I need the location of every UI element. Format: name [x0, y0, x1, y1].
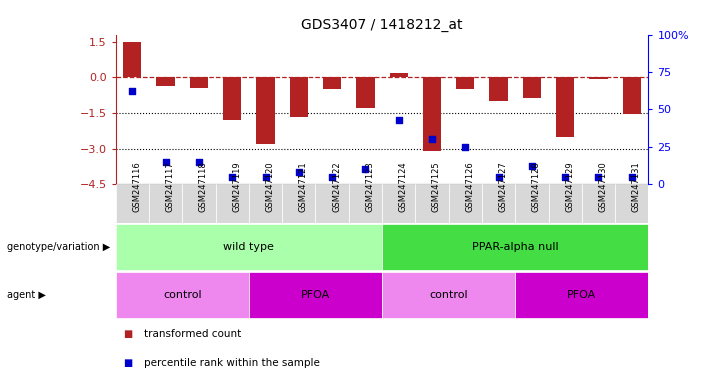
Bar — [590, 77, 608, 79]
Bar — [290, 77, 308, 117]
Point — [593, 174, 604, 180]
Bar — [315, 184, 349, 223]
Point — [327, 174, 338, 180]
Bar — [523, 77, 541, 98]
Text: GSM247128: GSM247128 — [532, 161, 541, 212]
Point — [460, 144, 471, 150]
Bar — [156, 77, 175, 86]
Bar — [216, 184, 249, 223]
Text: GSM247118: GSM247118 — [199, 161, 208, 212]
Bar — [390, 73, 408, 77]
Bar — [116, 184, 149, 223]
Bar — [257, 77, 275, 144]
Text: control: control — [429, 290, 468, 300]
Bar — [382, 184, 416, 223]
Text: ■: ■ — [123, 358, 132, 368]
Text: PPAR-alpha null: PPAR-alpha null — [472, 242, 559, 252]
Bar — [349, 184, 382, 223]
Point — [426, 136, 437, 142]
Bar — [323, 77, 341, 89]
Text: ■: ■ — [123, 329, 132, 339]
Text: GSM247131: GSM247131 — [632, 161, 641, 212]
Point — [193, 159, 205, 165]
Text: wild type: wild type — [224, 242, 274, 252]
Point — [226, 174, 238, 180]
Text: GSM247120: GSM247120 — [266, 161, 275, 212]
Text: GSM247126: GSM247126 — [465, 161, 475, 212]
Text: GSM247127: GSM247127 — [498, 161, 508, 212]
Bar — [283, 184, 315, 223]
Text: GSM247116: GSM247116 — [132, 161, 142, 212]
Point — [559, 174, 571, 180]
Point — [260, 174, 271, 180]
Bar — [116, 223, 382, 270]
Text: GSM247119: GSM247119 — [232, 161, 241, 212]
Text: transformed count: transformed count — [144, 329, 241, 339]
Bar — [556, 77, 574, 137]
Point — [626, 174, 637, 180]
Point — [293, 169, 304, 175]
Bar — [456, 77, 475, 89]
Bar — [223, 77, 241, 120]
Bar — [382, 223, 648, 270]
Point — [393, 117, 404, 123]
Point — [127, 88, 138, 94]
Bar — [116, 272, 249, 318]
Bar — [489, 77, 508, 101]
Text: GSM247125: GSM247125 — [432, 161, 441, 212]
Bar — [382, 272, 515, 318]
Text: GSM247130: GSM247130 — [599, 161, 608, 212]
Point — [526, 163, 538, 169]
Text: GSM247117: GSM247117 — [165, 161, 175, 212]
Point — [360, 166, 371, 172]
Bar — [416, 184, 449, 223]
Bar — [356, 77, 374, 108]
Text: GSM247121: GSM247121 — [299, 161, 308, 212]
Text: PFOA: PFOA — [301, 290, 330, 300]
Text: GSM247124: GSM247124 — [399, 161, 408, 212]
Point — [493, 174, 504, 180]
Bar — [515, 272, 648, 318]
Point — [160, 159, 171, 165]
Bar — [149, 184, 182, 223]
Bar — [249, 184, 283, 223]
Bar — [549, 184, 582, 223]
Bar — [182, 184, 216, 223]
Bar — [482, 184, 515, 223]
Text: genotype/variation ▶: genotype/variation ▶ — [7, 242, 110, 252]
Text: GSM247129: GSM247129 — [565, 161, 574, 212]
Text: agent ▶: agent ▶ — [7, 290, 46, 300]
Text: control: control — [163, 290, 202, 300]
Bar — [123, 42, 142, 77]
Bar — [423, 77, 441, 151]
Bar — [190, 77, 208, 88]
Bar — [582, 184, 615, 223]
Bar — [615, 184, 648, 223]
Text: GSM247123: GSM247123 — [365, 161, 374, 212]
Text: percentile rank within the sample: percentile rank within the sample — [144, 358, 320, 368]
Bar — [622, 77, 641, 114]
Title: GDS3407 / 1418212_at: GDS3407 / 1418212_at — [301, 18, 463, 32]
Bar — [249, 272, 382, 318]
Bar — [515, 184, 549, 223]
Text: GSM247122: GSM247122 — [332, 161, 341, 212]
Bar — [449, 184, 482, 223]
Text: PFOA: PFOA — [567, 290, 597, 300]
